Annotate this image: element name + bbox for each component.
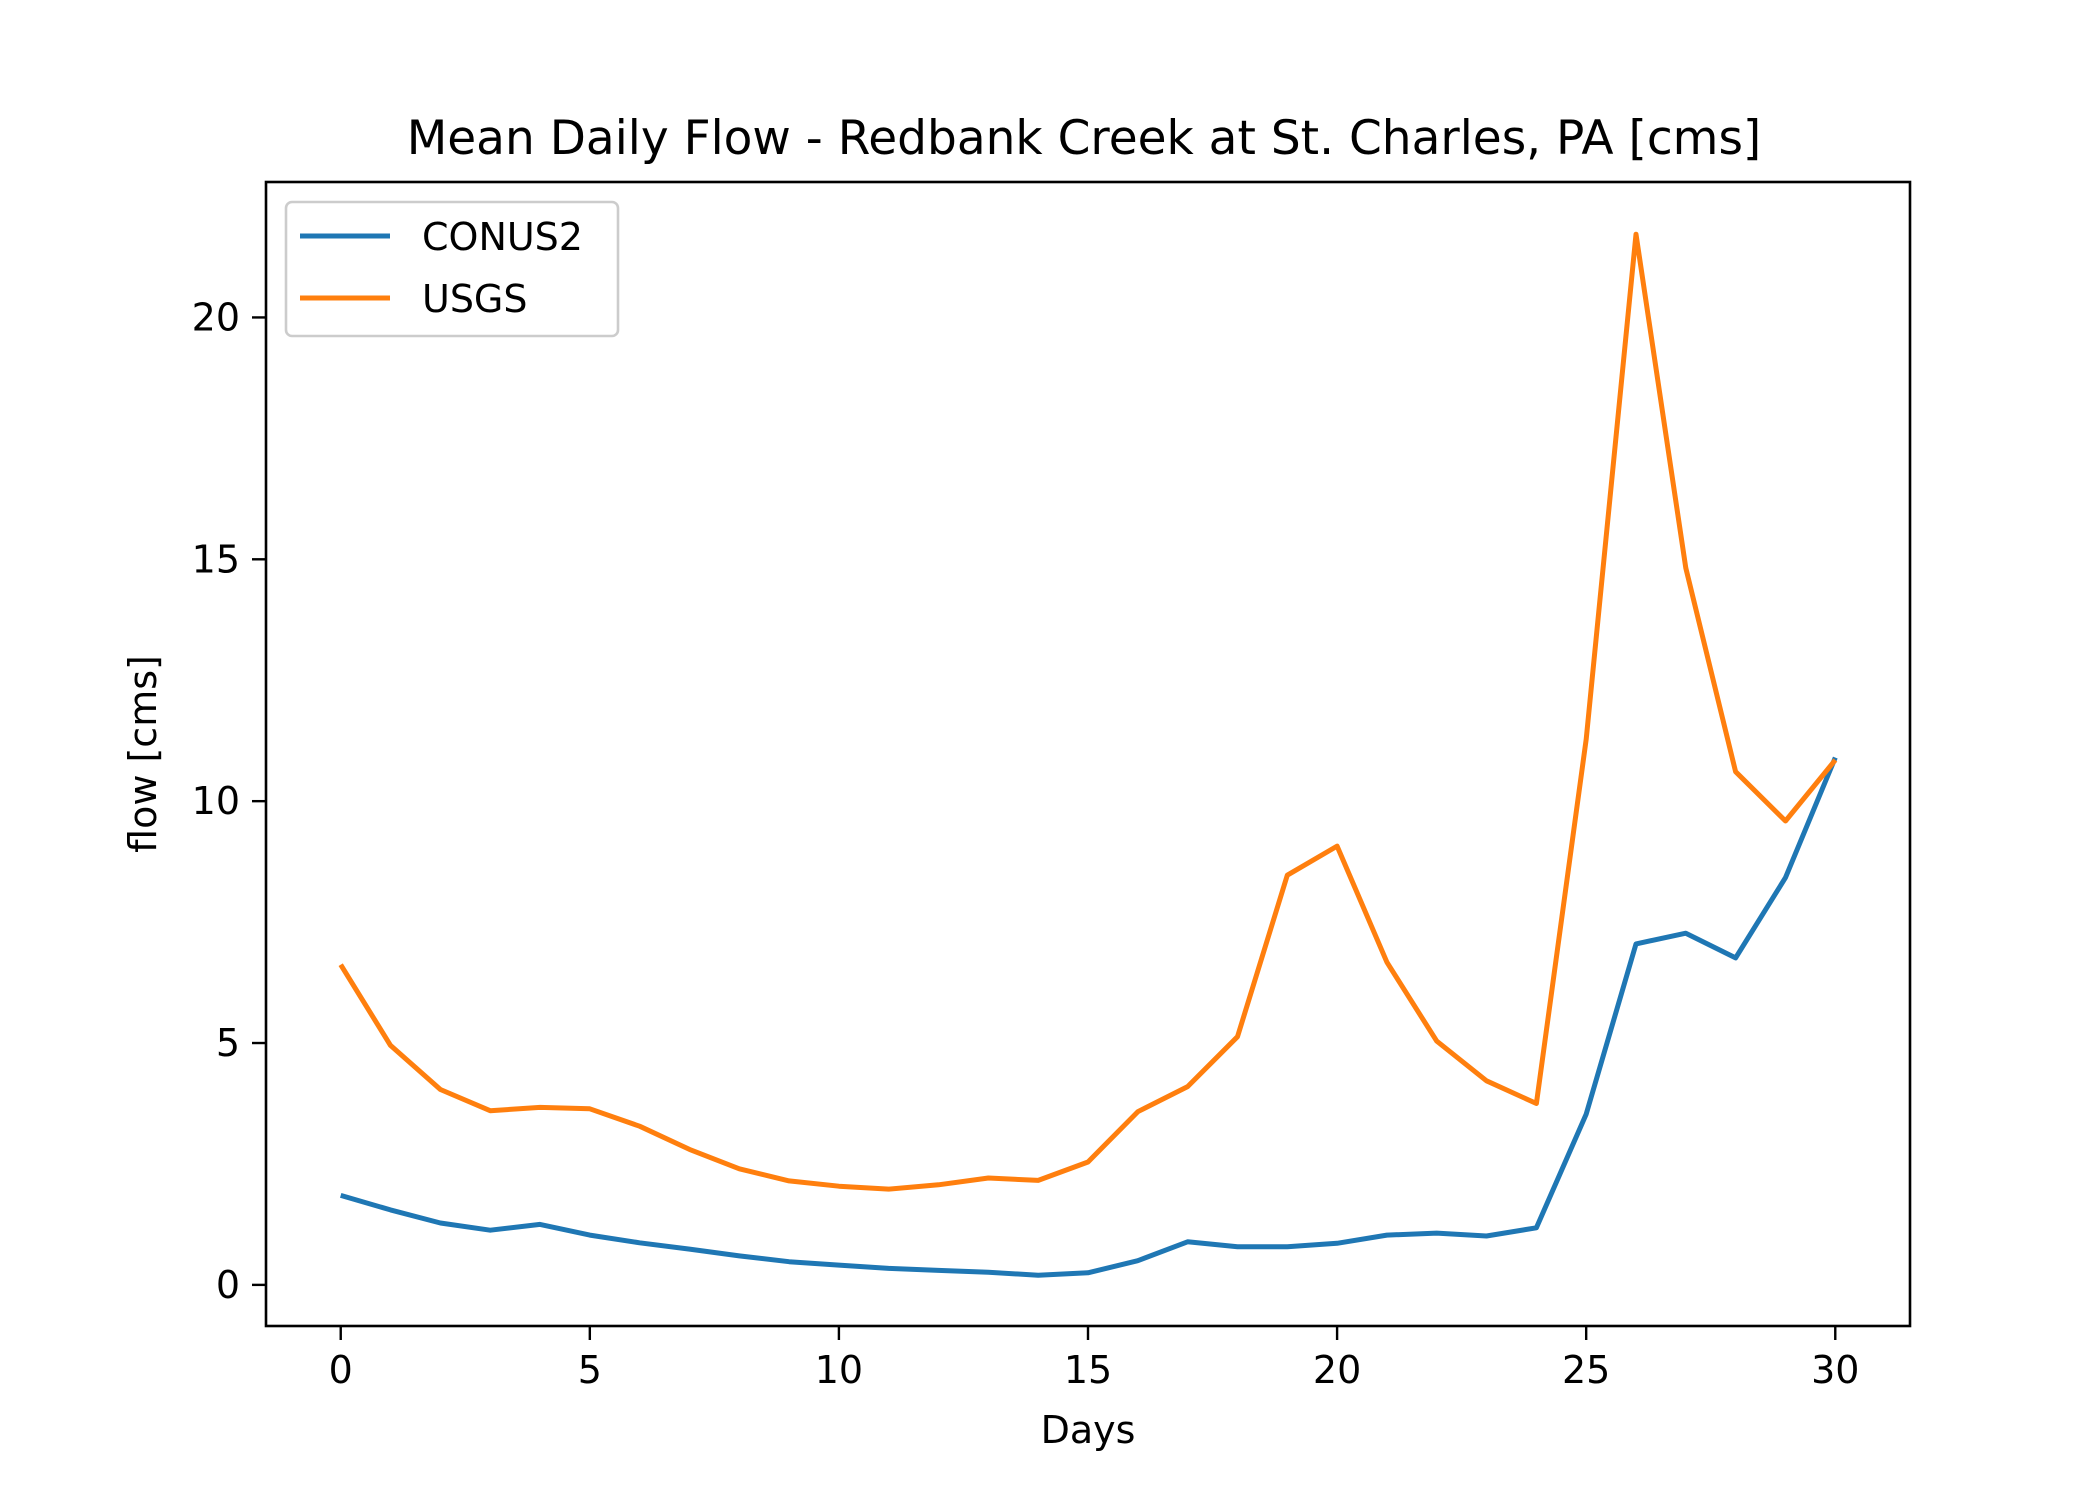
legend-label-usgs: USGS bbox=[422, 277, 528, 321]
y-axis-ticks: 0 5 10 15 20 bbox=[192, 295, 266, 1307]
x-axis-label: Days bbox=[1041, 1408, 1136, 1452]
legend: CONUS2 USGS bbox=[284, 200, 620, 338]
x-tick-label: 30 bbox=[1811, 1348, 1859, 1392]
x-tick-label: 15 bbox=[1064, 1348, 1112, 1392]
plot-area bbox=[266, 182, 1910, 1326]
legend-label-conus2: CONUS2 bbox=[422, 215, 583, 259]
y-tick-label: 5 bbox=[216, 1021, 240, 1065]
plot-frame bbox=[264, 180, 1912, 1328]
x-tick-label: 20 bbox=[1313, 1348, 1361, 1392]
y-tick-label: 15 bbox=[192, 537, 240, 581]
x-tick-label: 25 bbox=[1562, 1348, 1610, 1392]
y-tick-label: 20 bbox=[192, 295, 240, 339]
x-tick-label: 10 bbox=[815, 1348, 863, 1392]
series-layer bbox=[338, 231, 1838, 1278]
x-axis-ticks: 0 5 10 15 20 25 30 bbox=[329, 1326, 1859, 1392]
x-tick-label: 5 bbox=[578, 1348, 602, 1392]
x-tick-label: 0 bbox=[329, 1348, 353, 1392]
y-tick-label: 10 bbox=[192, 779, 240, 823]
series-line-usgs bbox=[338, 231, 1838, 1192]
series-line-conus2 bbox=[340, 756, 1838, 1278]
chart-title: Mean Daily Flow - Redbank Creek at St. C… bbox=[407, 111, 1762, 166]
y-tick-label: 0 bbox=[216, 1263, 240, 1307]
y-axis-label: flow [cms] bbox=[121, 655, 165, 853]
